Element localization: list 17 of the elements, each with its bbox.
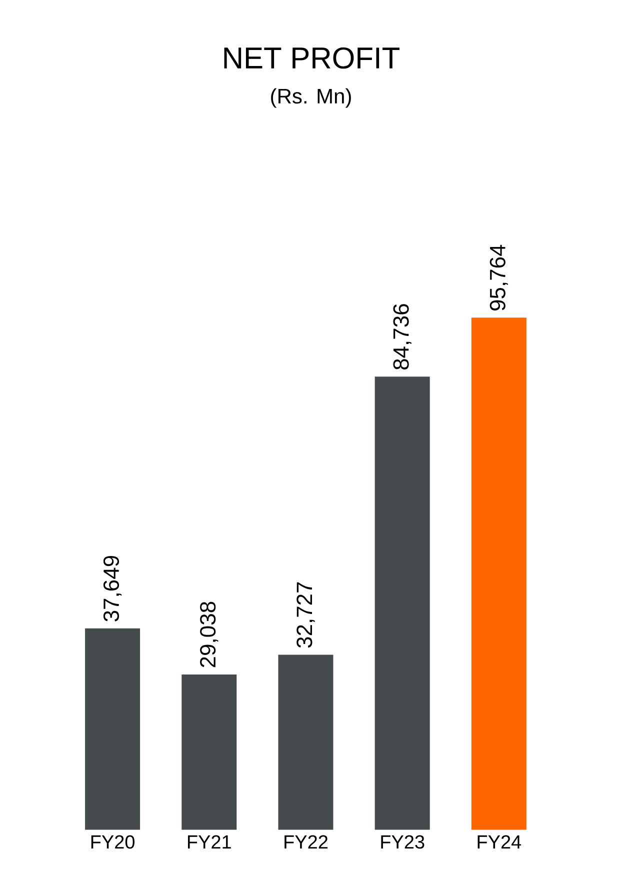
chart-subtitle: (Rs. Mn) (271, 88, 351, 108)
data-label: 32,727 (296, 582, 315, 648)
chart-title: NET PROFIT (224, 47, 400, 69)
bar (85, 628, 140, 830)
data-label: 37,649 (103, 556, 122, 622)
data-label: 29,038 (200, 602, 218, 668)
data-label: 95,764 (490, 244, 508, 310)
bar (182, 674, 237, 830)
x-tick-label: FY24 (478, 835, 522, 848)
x-tick-label: FY20 (91, 835, 134, 849)
bar (278, 654, 334, 830)
x-tick-label: FY21 (188, 835, 231, 848)
data-label: 84,736 (393, 304, 412, 370)
x-tick-label: FY22 (284, 835, 328, 848)
bar (374, 376, 430, 830)
bar (471, 318, 526, 830)
x-tick-label: FY23 (381, 835, 424, 849)
